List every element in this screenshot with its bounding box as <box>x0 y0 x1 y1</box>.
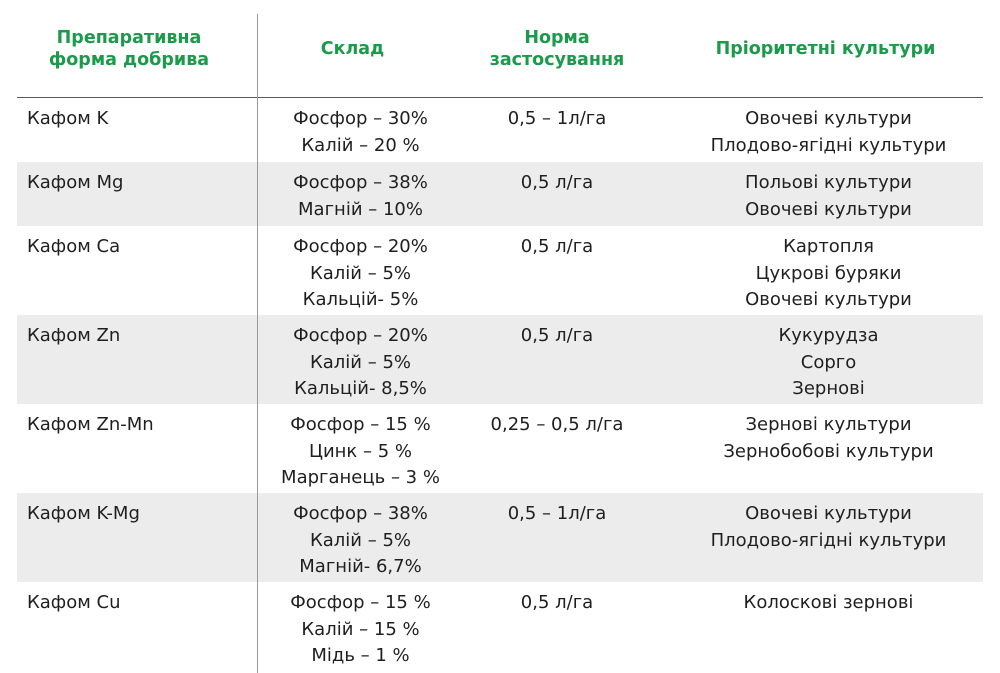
header-form-line2: форма добрива <box>48 49 210 70</box>
row-rate: 0,5 л/га <box>520 236 594 257</box>
crop-line: Зернові культури <box>745 414 912 435</box>
composition-line: Фосфор – 15 % <box>290 592 431 613</box>
crop-line: Польові культури <box>745 172 912 193</box>
crop-line: Зернобобові культури <box>723 440 934 462</box>
crop-line: Картопля <box>783 236 874 257</box>
row-name: Кафом Zn-Mn <box>27 414 154 435</box>
composition-line: Калій – 5% <box>309 262 411 284</box>
composition-line: Калій – 5% <box>309 351 411 373</box>
composition-line: Калій – 5% <box>309 529 411 551</box>
row-crops: Польові культури Овочеві культури <box>658 162 983 226</box>
row-composition: Фосфор – 38% Калій – 5% Магній- 6,7% <box>241 493 456 582</box>
crop-line: Плодово-ягідні культури <box>710 529 947 551</box>
header-crops: Пріоритетні культури <box>715 38 936 59</box>
header-form-line1: Препаративна <box>56 27 202 48</box>
row-composition: Фосфор – 20% Калій – 5% Кальцій- 5% <box>241 226 456 315</box>
crop-line: Зернові <box>792 378 865 399</box>
header-form: Препаративна форма добрива <box>17 0 241 97</box>
row-name: Кафом K-Mg <box>27 503 140 524</box>
composition-line: Фосфор – 30% <box>293 108 428 129</box>
crop-line: Овочеві культури <box>745 289 912 310</box>
row-composition: Фосфор – 20% Калій – 5% Кальцій- 8,5% <box>241 315 456 404</box>
composition-line: Фосфор – 20% <box>293 236 428 257</box>
column-divider <box>257 14 258 673</box>
row-rate: 0,5 л/га <box>520 325 594 346</box>
row-crops: Овочеві культури Плодово-ягідні культури <box>658 493 983 582</box>
crop-line: Овочеві культури <box>745 108 912 129</box>
table-row: Кафом Ca Фосфор – 20% Калій – 5% Кальцій… <box>17 226 983 315</box>
row-crops: Колоскові зернові <box>658 582 983 672</box>
header-rate-line1: Норма <box>524 27 590 48</box>
composition-line: Калій – 15 % <box>301 618 420 640</box>
row-rate: 0,5 л/га <box>520 592 594 613</box>
composition-line: Мідь – 1 % <box>311 645 410 666</box>
composition-line: Кальцій- 5% <box>302 289 419 310</box>
row-crops: Зернові культури Зернобобові культури <box>658 404 983 493</box>
row-composition: Фосфор – 38% Магній – 10% <box>241 162 456 226</box>
composition-line: Фосфор – 20% <box>293 325 428 346</box>
table-row: Кафом Zn-Mn Фосфор – 15 % Цинк – 5 % Мар… <box>17 404 983 493</box>
table-row: Кафом Mg Фосфор – 38% Магній – 10% 0,5 л… <box>17 162 983 226</box>
table-row: Кафом K Фосфор – 30% Калій – 20 % 0,5 – … <box>17 98 983 162</box>
composition-line: Калій – 20 % <box>301 134 420 156</box>
crop-line: Плодово-ягідні культури <box>710 134 947 156</box>
crop-line: Цукрові буряки <box>755 262 902 284</box>
crop-line: Сорго <box>800 351 857 373</box>
row-name: Кафом K <box>27 108 109 129</box>
composition-line: Фосфор – 38% <box>293 503 428 524</box>
crop-line: Кукурудза <box>778 325 879 346</box>
table-row: Кафом Zn Фосфор – 20% Калій – 5% Кальцій… <box>17 315 983 404</box>
composition-line: Фосфор – 38% <box>293 172 428 193</box>
row-name: Кафом Zn <box>27 325 121 346</box>
header-composition: Склад <box>320 38 385 59</box>
row-name: Кафом Mg <box>27 172 124 193</box>
row-composition: Фосфор – 15 % Цинк – 5 % Марганець – 3 % <box>241 404 456 493</box>
table-row: Кафом Cu Фосфор – 15 % Калій – 15 % Мідь… <box>17 582 983 672</box>
fertilizer-table: Препаративна форма добрива Склад Норма з… <box>17 0 983 673</box>
composition-line: Марганець – 3 % <box>281 467 440 488</box>
header-rate-line2: застосування <box>489 49 625 70</box>
row-crops: Картопля Цукрові буряки Овочеві культури <box>658 226 983 315</box>
row-rate: 0,5 – 1л/га <box>507 108 607 129</box>
row-composition: Фосфор – 15 % Калій – 15 % Мідь – 1 % <box>241 582 456 672</box>
row-name: Кафом Ca <box>27 236 121 257</box>
table-row: Кафом K-Mg Фосфор – 38% Калій – 5% Магні… <box>17 493 983 582</box>
crop-line: Овочеві культури <box>745 198 912 220</box>
row-rate: 0,25 – 0,5 л/га <box>490 414 624 435</box>
row-name: Кафом Cu <box>27 592 121 613</box>
row-crops: Овочеві культури Плодово-ягідні культури <box>658 98 983 162</box>
row-crops: Кукурудза Сорго Зернові <box>658 315 983 404</box>
composition-line: Магній – 10% <box>298 198 423 220</box>
composition-line: Кальцій- 8,5% <box>294 378 427 399</box>
composition-line: Фосфор – 15 % <box>290 414 431 435</box>
row-composition: Фосфор – 30% Калій – 20 % <box>241 98 456 162</box>
row-rate: 0,5 л/га <box>520 172 594 193</box>
header-rate: Норма застосування <box>456 0 658 97</box>
crop-line: Колоскові зернові <box>743 592 914 613</box>
row-rate: 0,5 – 1л/га <box>507 503 607 524</box>
table-header: Препаративна форма добрива Склад Норма з… <box>17 0 983 98</box>
composition-line: Магній- 6,7% <box>299 556 422 577</box>
composition-line: Цинк – 5 % <box>308 440 413 462</box>
crop-line: Овочеві культури <box>745 503 912 524</box>
